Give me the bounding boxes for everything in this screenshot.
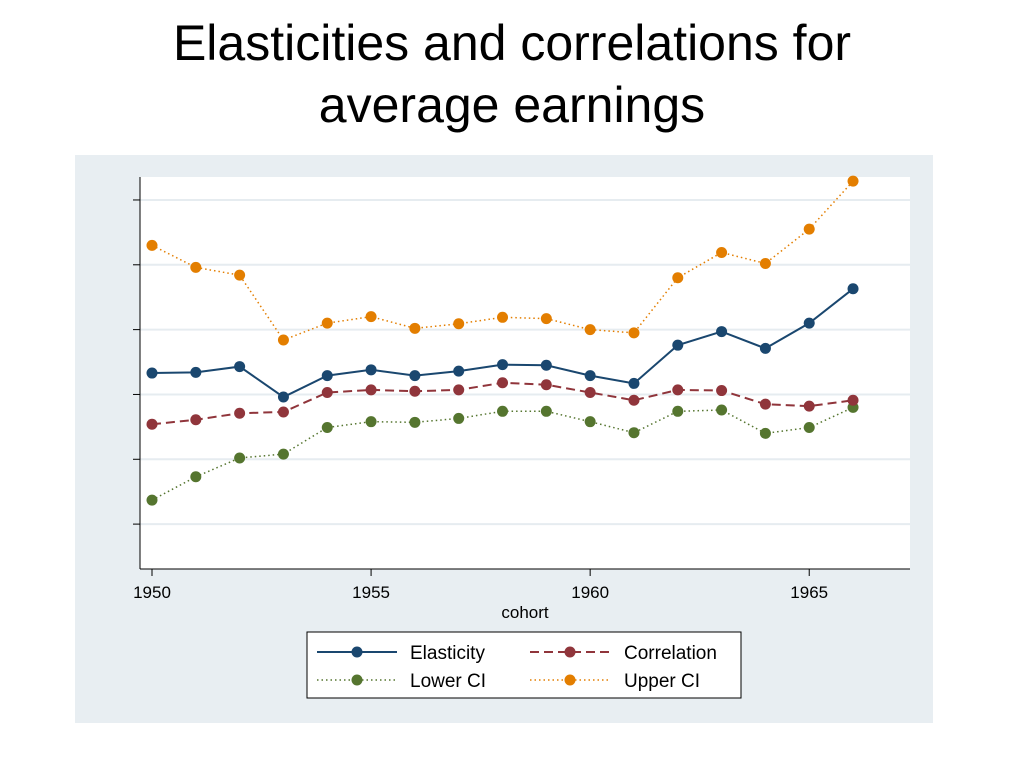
correlation-point <box>321 387 333 399</box>
legend-correlation-label: Correlation <box>624 643 717 664</box>
x-tick-label: 1955 <box>352 583 390 602</box>
lower-ci-point <box>803 422 815 434</box>
x-tick-label: 1965 <box>790 583 828 602</box>
legend-elasticity-marker <box>351 646 363 658</box>
plot-area <box>140 177 910 569</box>
upper-ci-point <box>146 239 158 251</box>
slide-title: Elasticities and correlations for averag… <box>0 12 1024 136</box>
upper-ci-point <box>190 261 202 273</box>
elasticity-point <box>672 339 684 351</box>
correlation-point <box>584 387 596 399</box>
legend-box <box>306 631 742 699</box>
correlation-point <box>540 379 552 391</box>
lower-ci-point <box>277 448 289 460</box>
elasticity-point <box>759 342 771 354</box>
elasticity-point <box>628 377 640 389</box>
legend-upper-ci-label: Upper CI <box>624 671 700 692</box>
lower-ci-line <box>151 406 854 501</box>
elasticity-point <box>847 283 859 295</box>
upper-ci-point <box>759 257 771 269</box>
upper-ci-point <box>716 246 728 258</box>
upper-ci-point <box>584 324 596 336</box>
elasticity-point <box>453 365 465 377</box>
correlation-point <box>190 414 202 426</box>
upper-ci-point <box>234 269 246 281</box>
correlation-point <box>759 398 771 410</box>
correlation-point <box>277 406 289 418</box>
upper-ci-point <box>672 272 684 284</box>
elasticity-point <box>190 366 202 378</box>
lower-ci-point <box>716 404 728 416</box>
correlation-point <box>847 394 859 406</box>
correlation-point <box>497 377 509 389</box>
lower-ci-point <box>584 416 596 428</box>
elasticity-point <box>234 361 246 373</box>
elasticity-point <box>584 370 596 382</box>
legend-lower-ci-label: Lower CI <box>410 671 486 692</box>
legend-correlation-marker <box>564 646 576 658</box>
correlation-point <box>409 385 421 397</box>
slide-title-line-2: average earnings <box>318 77 706 133</box>
correlation-point <box>803 400 815 412</box>
lower-ci-point <box>759 427 771 439</box>
lower-ci-point <box>190 471 202 483</box>
correlation-point <box>628 394 640 406</box>
elasticity-point <box>803 317 815 329</box>
elasticity-point <box>146 367 158 379</box>
slide-title-line-1: Elasticities and correlations for <box>172 15 852 71</box>
upper-ci-point <box>847 175 859 187</box>
correlation-point <box>453 384 465 396</box>
lower-ci-point <box>365 416 377 428</box>
correlation-point <box>672 384 684 396</box>
lower-ci-point <box>409 416 421 428</box>
elasticity-series <box>146 283 859 403</box>
upper-ci-point <box>321 317 333 329</box>
legend: Elasticity Correlation Lower CI Upper CI <box>306 631 742 699</box>
upper-ci-point <box>453 318 465 330</box>
elasticity-point <box>277 391 289 403</box>
upper-ci-point <box>409 322 421 334</box>
correlation-point <box>365 384 377 396</box>
x-tick-label: 1950 <box>133 583 171 602</box>
upper-ci-point <box>803 223 815 235</box>
lower-ci-point <box>540 405 552 417</box>
upper-ci-point <box>628 327 640 339</box>
upper-ci-point <box>497 311 509 323</box>
lower-ci-point <box>321 422 333 434</box>
upper-ci-point <box>540 313 552 325</box>
elasticity-point <box>540 359 552 371</box>
lower-ci-point <box>234 452 246 464</box>
lower-ci-point <box>672 405 684 417</box>
x-tick-label: 1960 <box>571 583 609 602</box>
correlation-point <box>146 418 158 430</box>
lower-ci-point <box>453 412 465 424</box>
legend-elasticity-label: Elasticity <box>410 643 485 664</box>
upper-ci-point <box>365 311 377 323</box>
elasticity-point <box>716 326 728 338</box>
elasticity-point <box>497 359 509 371</box>
elasticity-point <box>365 364 377 376</box>
lower-ci-point <box>628 427 640 439</box>
correlation-point <box>234 407 246 419</box>
x-axis-label: cohort <box>501 603 549 622</box>
lower-ci-point <box>497 405 509 417</box>
legend-lower-ci-marker <box>351 674 363 686</box>
upper-ci-series <box>146 175 859 346</box>
legend-upper-ci-marker <box>564 674 576 686</box>
lower-ci-point <box>146 494 158 506</box>
correlation-series <box>146 377 859 430</box>
elasticity-point <box>409 370 421 382</box>
correlation-point <box>716 385 728 397</box>
elasticity-point <box>321 370 333 382</box>
upper-ci-point <box>277 334 289 346</box>
